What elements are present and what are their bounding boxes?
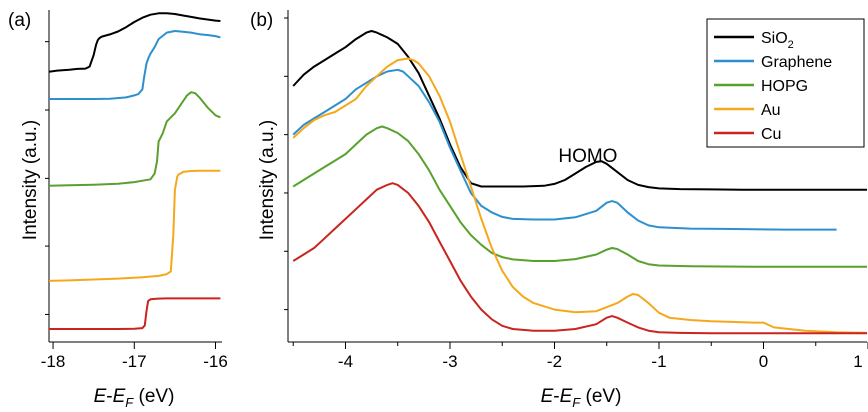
series-line-au <box>48 169 221 282</box>
panel-b-xlabel: E-EF (eV) <box>541 386 622 410</box>
x-tick-label: -18 <box>41 352 66 371</box>
x-tick-label: -4 <box>338 352 353 371</box>
panel-a-xlabel-unit: (eV) <box>133 386 174 407</box>
homo-annotation: HOMO <box>558 146 617 167</box>
series-line-cu <box>292 182 867 335</box>
legend: SiO2 Graphene HOPG Au Cu <box>706 18 865 148</box>
legend-label-hopg: HOPG <box>761 78 808 95</box>
x-tick-label: 0 <box>759 352 768 371</box>
panel-a-xlabel-e1: E <box>94 386 107 407</box>
panel-b-xlabel-sub: F <box>572 395 581 410</box>
panel-a-xlabel-dash: - <box>106 386 112 407</box>
x-tick-label: 1 <box>853 352 862 371</box>
panel-a-xlabel-e2: E <box>113 386 126 407</box>
x-tick-label: -1 <box>651 352 666 371</box>
panel-a-xlabel: E-EF (eV) <box>94 386 175 410</box>
panel-a-ylabel: Intensity (a.u.) <box>20 120 41 240</box>
series-line-graphene <box>292 68 837 231</box>
x-tick-label: -2 <box>547 352 562 371</box>
panel-b-xlabel-e1: E <box>541 386 554 407</box>
panel-b-xlabel-e2: E <box>560 386 573 407</box>
x-tick-label: -17 <box>122 352 147 371</box>
panel-b-xlabel-dash: - <box>553 386 559 407</box>
legend-label-au: Au <box>761 102 781 119</box>
series-line-au <box>292 57 868 334</box>
legend-label-sio2: SiO2 <box>761 30 794 51</box>
series-line-cu <box>49 297 221 330</box>
panel-a-plot: -18 -17 -16 <box>41 10 228 371</box>
series-line-sio2 <box>48 12 221 73</box>
panel-b-xlabel-unit: (eV) <box>580 386 621 407</box>
panel-a-label: (a) <box>8 10 31 31</box>
panel-a-xlabel-sub: F <box>125 395 134 410</box>
panel-b-ylabel: Intensity (a.u.) <box>257 120 278 240</box>
x-tick-label: -3 <box>442 352 457 371</box>
legend-label-graphene: Graphene <box>761 54 832 71</box>
series-line-sio2 <box>292 30 867 191</box>
series-line-hopg <box>48 91 221 187</box>
series-line-hopg <box>292 125 867 268</box>
series-line-graphene <box>49 30 221 100</box>
legend-box <box>706 18 865 148</box>
legend-label-cu: Cu <box>761 126 781 143</box>
x-tick-label: -16 <box>203 352 228 371</box>
panel-b-label: (b) <box>250 10 273 31</box>
panel-b-plot: -4 -3 -2 -1 0 1 <box>284 10 868 371</box>
